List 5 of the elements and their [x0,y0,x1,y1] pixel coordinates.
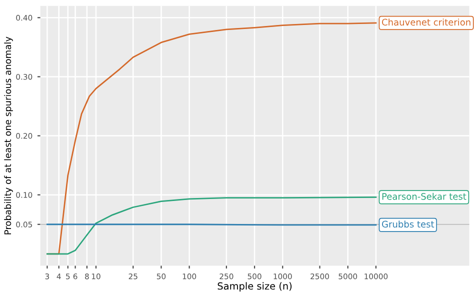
y-axis-title: Probability of at least one spurious anomaly [4,36,13,234]
series-label: Grubbs test [382,220,434,228]
series-label: Chauvenet criterion [382,18,470,26]
series-label: Pearson-Sekar test [382,192,466,200]
x-axis-title: Sample size (n) [218,282,292,292]
